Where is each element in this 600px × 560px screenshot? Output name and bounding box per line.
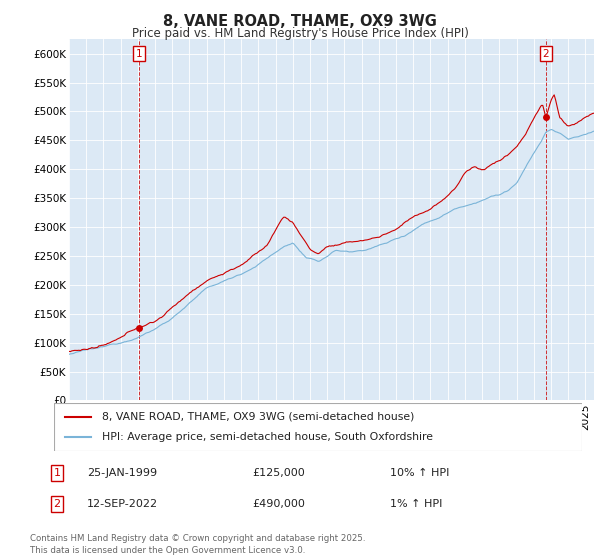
Text: £490,000: £490,000 xyxy=(252,499,305,509)
Text: 8, VANE ROAD, THAME, OX9 3WG (semi-detached house): 8, VANE ROAD, THAME, OX9 3WG (semi-detac… xyxy=(101,412,414,422)
Text: 1% ↑ HPI: 1% ↑ HPI xyxy=(390,499,442,509)
Text: 1: 1 xyxy=(53,468,61,478)
Text: £125,000: £125,000 xyxy=(252,468,305,478)
Text: 12-SEP-2022: 12-SEP-2022 xyxy=(87,499,158,509)
Text: 8, VANE ROAD, THAME, OX9 3WG: 8, VANE ROAD, THAME, OX9 3WG xyxy=(163,14,437,29)
Text: 10% ↑ HPI: 10% ↑ HPI xyxy=(390,468,449,478)
Text: 2: 2 xyxy=(53,499,61,509)
Text: HPI: Average price, semi-detached house, South Oxfordshire: HPI: Average price, semi-detached house,… xyxy=(101,432,433,442)
Text: 2: 2 xyxy=(542,49,549,59)
Text: Price paid vs. HM Land Registry's House Price Index (HPI): Price paid vs. HM Land Registry's House … xyxy=(131,27,469,40)
Text: 1: 1 xyxy=(136,49,142,59)
FancyBboxPatch shape xyxy=(54,403,582,451)
Text: Contains HM Land Registry data © Crown copyright and database right 2025.
This d: Contains HM Land Registry data © Crown c… xyxy=(30,534,365,555)
Text: 25-JAN-1999: 25-JAN-1999 xyxy=(87,468,157,478)
